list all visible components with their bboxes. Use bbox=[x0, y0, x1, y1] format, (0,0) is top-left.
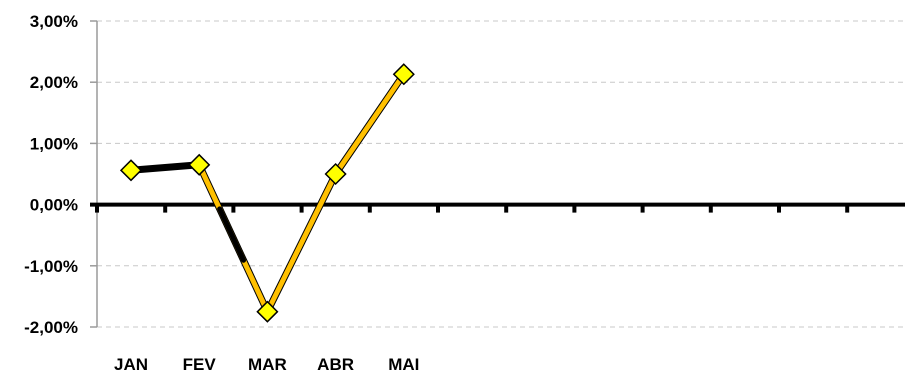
data-point-marker bbox=[188, 153, 211, 176]
series-segment bbox=[264, 171, 339, 315]
y-tick-label: 1,00% bbox=[30, 134, 78, 153]
y-tick-label: -2,00% bbox=[24, 318, 78, 337]
x-axis bbox=[90, 202, 905, 213]
series-segment bbox=[333, 71, 407, 177]
data-point-marker bbox=[256, 300, 279, 323]
series-line bbox=[128, 71, 407, 315]
series-segment-streak bbox=[217, 206, 247, 263]
data-point-marker bbox=[119, 159, 143, 182]
series-segment bbox=[128, 162, 202, 173]
y-tick-label: 3,00% bbox=[30, 12, 78, 31]
x-tick-label: MAI bbox=[388, 355, 419, 372]
y-tick-label: 2,00% bbox=[30, 73, 78, 92]
series-shadow-line bbox=[127, 70, 408, 316]
series-markers bbox=[119, 63, 415, 323]
x-tick-labels: JAN FEV MAR ABR MAI bbox=[114, 355, 419, 372]
x-tick-label: JAN bbox=[114, 355, 148, 372]
y-axis-ticks: 3,00% 2,00% 1,00% 0,00% -1,00% -2,00% bbox=[24, 12, 97, 337]
x-tick-label: MAR bbox=[248, 355, 287, 372]
y-tick-label: -1,00% bbox=[24, 257, 78, 276]
x-tick-label: ABR bbox=[317, 355, 354, 372]
data-point-marker bbox=[324, 162, 347, 186]
series-shadow bbox=[127, 70, 408, 316]
y-tick-label: 0,00% bbox=[30, 196, 78, 215]
gridlines bbox=[97, 20, 905, 328]
data-point-marker bbox=[392, 63, 415, 86]
x-tick-label: FEV bbox=[183, 355, 217, 372]
